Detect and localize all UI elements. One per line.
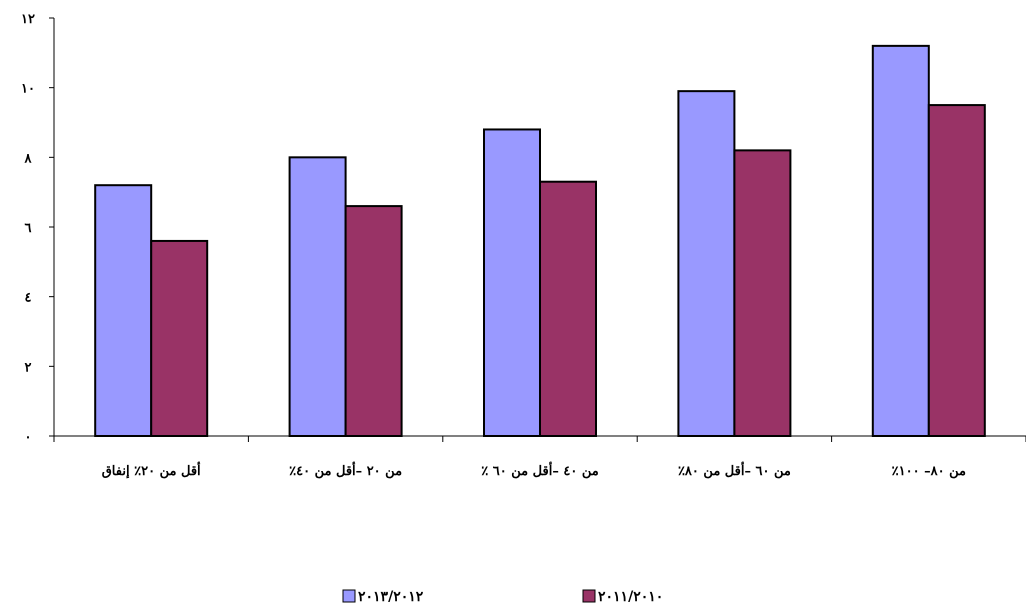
legend: ٢٠١٣/٢٠١٢ ٢٠١١/٢٠١٠ <box>342 589 663 605</box>
y-tick-label: ٠ <box>25 430 32 445</box>
bar <box>871 44 930 437</box>
bar <box>94 184 153 437</box>
x-category-label: من ٤٠ –أقل من ٦٠ ٪ <box>481 462 598 479</box>
bar <box>733 149 792 437</box>
legend-swatch <box>582 589 596 603</box>
x-category-label: أقل من ٢٠٪ إنفاق <box>102 462 201 479</box>
y-tick-label: ١٢ <box>21 12 35 27</box>
x-category-label: من ٨٠– ١٠٠٪ <box>892 464 966 479</box>
x-category-label: من ٦٠ –أقل من ٨٠٪ <box>678 462 791 479</box>
legend-label: ٢٠١٣/٢٠١٢ <box>358 589 424 605</box>
y-tick-label: ١٠ <box>21 82 35 97</box>
legend-label: ٢٠١١/٢٠١٠ <box>598 589 663 605</box>
x-axis: أقل من ٢٠٪ إنفاق من ٢٠ –أقل من ٤٠٪ من ٤٠ –… <box>53 435 1026 479</box>
y-axis: ٠ ٢ ٤ ٦ ٨ ١٠ ١٢ <box>21 12 55 445</box>
x-category-label: من ٢٠ –أقل من ٤٠٪ <box>289 462 402 479</box>
bar <box>927 104 986 437</box>
bar <box>483 128 541 437</box>
bar <box>539 180 597 437</box>
bar <box>150 239 209 437</box>
legend-swatch <box>342 589 356 603</box>
y-tick-label: ٦ <box>25 221 32 236</box>
y-tick-label: ٤ <box>25 291 32 306</box>
bars <box>94 44 986 438</box>
y-tick-label: ٨ <box>24 151 33 166</box>
y-tick-label: ٢ <box>25 360 32 375</box>
bar <box>344 205 403 437</box>
bar <box>288 156 347 437</box>
bar <box>677 90 736 438</box>
